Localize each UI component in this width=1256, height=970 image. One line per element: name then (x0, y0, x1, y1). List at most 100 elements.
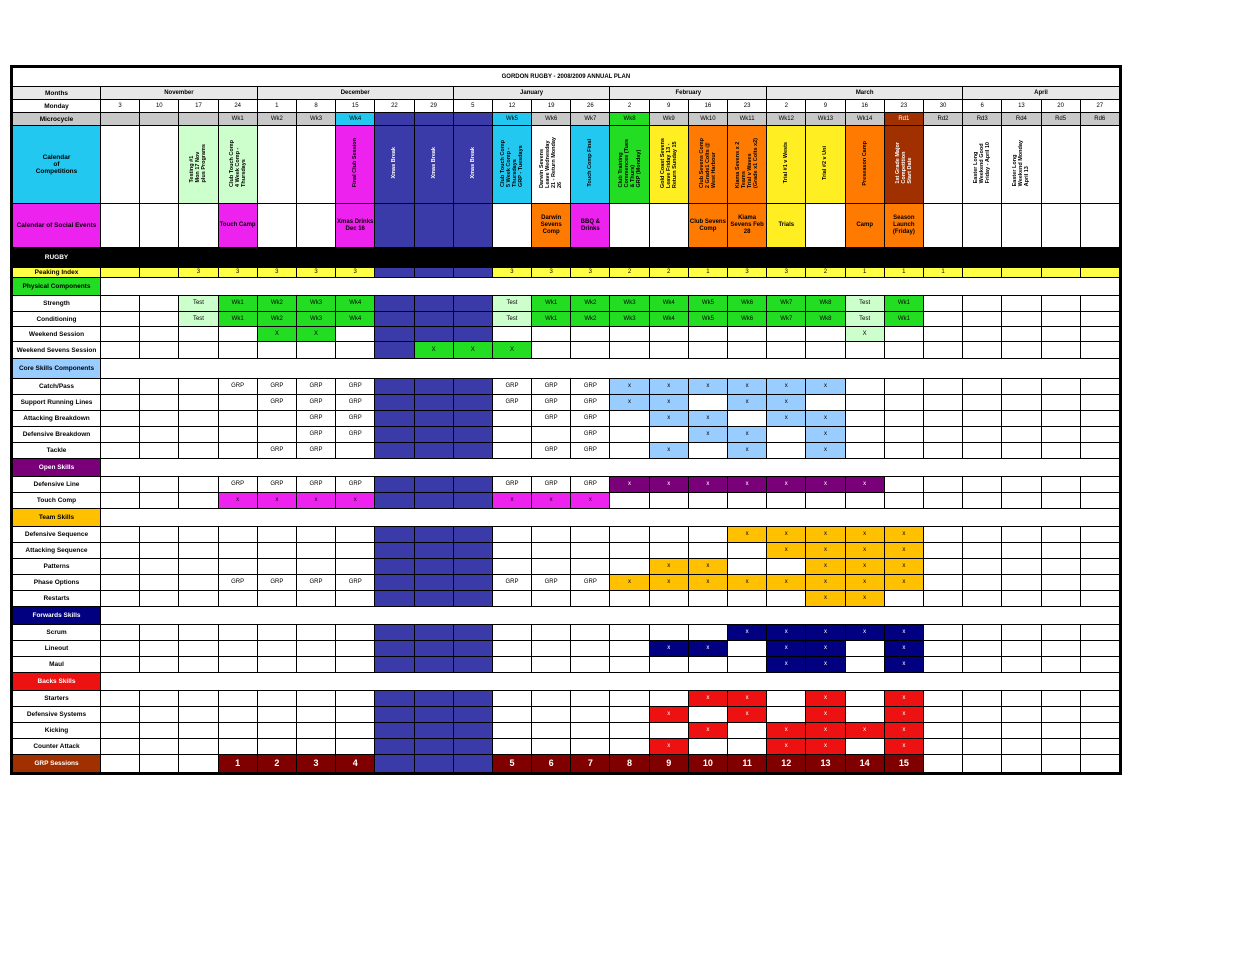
skill-cell: Wk2 (570, 295, 611, 312)
skill-cell (1040, 426, 1081, 443)
skill-label: Defensive Systems (12, 706, 101, 723)
microcycle-cell (452, 112, 493, 126)
skill-cell (1079, 624, 1120, 641)
skill-cell (609, 590, 650, 607)
skill-cell (452, 690, 493, 707)
skill-cell (139, 526, 180, 543)
skill-cell: x (883, 738, 924, 755)
skill-cell (178, 574, 219, 591)
skill-row: Patterns x x x x x (12, 558, 1120, 575)
skill-cell (570, 624, 611, 641)
skill-cell (844, 442, 885, 459)
competition-cell: Kiama Sevens x 2 Teams Trial v Waves (Gr… (726, 125, 768, 204)
skill-cell: x (648, 476, 689, 493)
skill-cell: GRP (256, 394, 297, 411)
skill-cell (570, 326, 611, 342)
skill-cell: x (805, 476, 846, 493)
microcycle-cell: Rd1 (883, 112, 924, 126)
skill-cell (491, 590, 533, 607)
skill-cell (1040, 624, 1081, 641)
skill-cell (1001, 426, 1042, 443)
skill-cell: x (687, 378, 729, 395)
microcycle-cell: Rd6 (1079, 112, 1120, 126)
competition-cell: Club Touch Comp 4 Week Comp - Thursdays (217, 125, 258, 204)
skill-cell (139, 394, 180, 411)
skill-cell (883, 476, 924, 493)
competition-text: Xmas Break (469, 147, 476, 179)
skill-cell (217, 341, 258, 359)
grp-session-cell: 5 (491, 754, 533, 773)
monday-date: 19 (531, 99, 572, 113)
skill-cell (374, 526, 415, 543)
skill-cell: GRP (217, 476, 258, 493)
skill-cell (99, 574, 141, 591)
microcycle-cell (99, 112, 141, 126)
skill-row: Maul x x x (12, 656, 1120, 673)
skill-cell (1040, 706, 1081, 723)
skill-cell (491, 624, 533, 641)
section-header-row: Forwards Skills (12, 606, 1120, 625)
skill-cell: x (648, 558, 689, 575)
skill-cell (609, 526, 650, 543)
skill-row: Attacking Sequence x x x x (12, 542, 1120, 559)
skill-cell (922, 410, 964, 427)
skill-cell (962, 738, 1003, 755)
skill-cell: GRP (295, 394, 337, 411)
skill-row: Weekend Sevens Session X X X (12, 341, 1120, 359)
skill-cell (374, 311, 415, 327)
monday-date: 23 (726, 99, 768, 113)
microcycle-cell (413, 112, 454, 126)
skill-cell: x (805, 542, 846, 559)
skill-label: Weekend Session (12, 326, 101, 342)
skill-cell: x (805, 558, 846, 575)
competition-text: Easter Long Weekend Good Friday - April … (973, 142, 992, 184)
skill-cell (1001, 442, 1042, 459)
skill-label: Restarts (12, 590, 101, 607)
skill-cell: x (883, 558, 924, 575)
skill-cell (139, 341, 180, 359)
skill-row: Strength Test Wk1 Wk2 Wk3 Wk4 Test Wk1 Wk2 Wk3 Wk4… (12, 295, 1120, 312)
monday-date: 15 (335, 99, 376, 113)
skill-cell (570, 706, 611, 723)
skill-label: Strength (12, 295, 101, 312)
skill-cell: x (726, 378, 768, 395)
skill-cell (99, 311, 141, 327)
month-header: March (766, 86, 964, 100)
skill-cell (99, 526, 141, 543)
grp-session-cell (374, 754, 415, 773)
skill-cell (413, 378, 454, 395)
monday-date: 20 (1040, 99, 1081, 113)
skill-cell (1001, 378, 1042, 395)
grp-session-cell: 1 (217, 754, 258, 773)
skill-cell (609, 690, 650, 707)
competition-cell: Gold Coast Sevens Leave Friday 13 - Retu… (648, 125, 689, 204)
skill-cell (99, 476, 141, 493)
skill-cell: x (766, 476, 807, 493)
skill-cell: x (805, 590, 846, 607)
skill-cell (609, 706, 650, 723)
skill-cell (883, 442, 924, 459)
skill-cell: x (726, 426, 768, 443)
skill-cell (1001, 492, 1042, 509)
skill-cell (335, 526, 376, 543)
competition-cell: Preseason Camp (844, 125, 885, 204)
competition-cell (256, 125, 297, 204)
skill-cell (335, 656, 376, 673)
skill-label: Phase Options (12, 574, 101, 591)
monday-date: 23 (883, 99, 924, 113)
skill-cell (452, 738, 493, 755)
skill-cell (139, 558, 180, 575)
skill-cell (766, 590, 807, 607)
skill-cell (962, 640, 1003, 657)
skill-cell (1001, 590, 1042, 607)
skill-cell (922, 558, 964, 575)
skill-cell (335, 442, 376, 459)
skill-cell (139, 706, 180, 723)
competition-cell (295, 125, 337, 204)
grp-session-cell: 8 (609, 754, 650, 773)
skill-cell (648, 656, 689, 673)
skill-cell: Wk7 (766, 295, 807, 312)
skill-cell: x (648, 442, 689, 459)
skill-cell (1040, 542, 1081, 559)
skill-cell (99, 558, 141, 575)
